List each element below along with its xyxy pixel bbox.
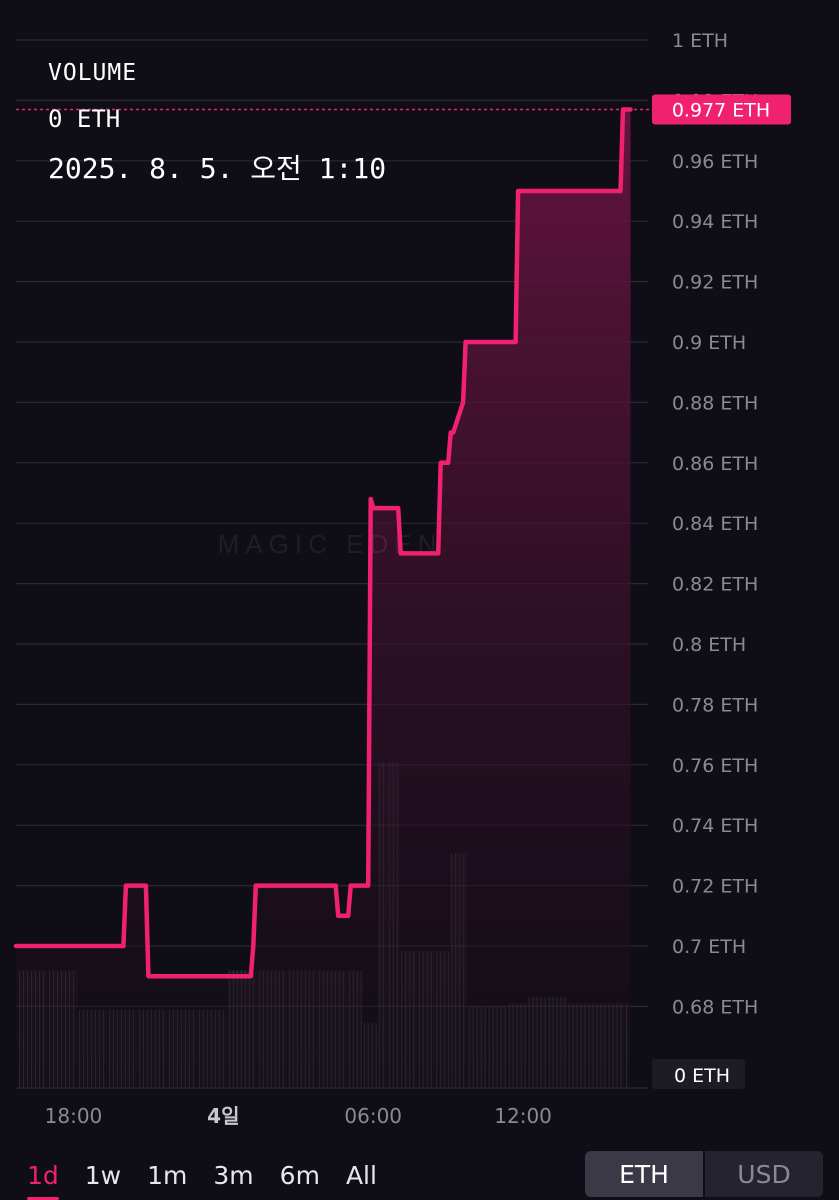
volume-axis-label: 0 ETH [674, 1065, 730, 1087]
currency-eth-button[interactable]: ETH [585, 1151, 703, 1197]
current-price-badge: 0.977 ETH [652, 94, 791, 125]
y-tick-label: 0.78 ETH [672, 694, 758, 716]
tooltip-label: VOLUME [48, 60, 138, 86]
x-tick-label: 06:00 [344, 1104, 402, 1128]
y-tick-label: 0.9 ETH [672, 332, 746, 354]
y-tick-label: 0.76 ETH [672, 755, 758, 777]
timeframe-6m[interactable]: 6m [279, 1161, 320, 1190]
tooltip-date: 2025. 8. 5. 오전 1:10 [48, 152, 387, 185]
y-tick-label: 0.86 ETH [672, 453, 758, 475]
y-tick-label: 0.72 ETH [672, 876, 758, 898]
tooltip-value: 0 ETH [48, 105, 121, 133]
y-tick-label: 0.74 ETH [672, 815, 758, 837]
x-tick-label: 18:00 [45, 1104, 103, 1128]
price-area-fill [16, 109, 631, 1088]
timeframe-1m[interactable]: 1m [147, 1161, 188, 1190]
y-tick-label: 0.96 ETH [672, 151, 758, 173]
y-tick-label: 0.94 ETH [672, 211, 758, 233]
floor-price-line [13, 107, 633, 979]
timeframe-all[interactable]: All [345, 1161, 377, 1190]
y-tick-label: 0.82 ETH [672, 574, 758, 596]
x-axis: 18:00 4일 06:00 12:00 [45, 1104, 552, 1128]
y-tick-label: 0.84 ETH [672, 513, 758, 535]
y-tick-label: 0.68 ETH [672, 996, 758, 1018]
y-tick-label: 0.92 ETH [672, 272, 758, 294]
timeframe-selector: 1d 1w 1m 3m 6m All [27, 1156, 403, 1200]
hover-tooltip: VOLUME 0 ETH 2025. 8. 5. 오전 1:10 [48, 58, 386, 188]
timeframe-1d[interactable]: 1d [27, 1158, 59, 1200]
y-tick-label: 0.88 ETH [672, 392, 758, 414]
currency-usd-button[interactable]: USD [703, 1151, 823, 1197]
current-price-label: 0.977 ETH [672, 99, 770, 121]
x-tick-label: 4일 [207, 1104, 239, 1128]
timeframe-3m[interactable]: 3m [213, 1161, 254, 1190]
y-tick-label: 1 ETH [672, 30, 728, 52]
timeframe-1w[interactable]: 1w [84, 1161, 122, 1190]
y-tick-label: 0.8 ETH [672, 634, 746, 656]
x-tick-label: 12:00 [494, 1104, 552, 1128]
currency-toggle: ETH USD [585, 1151, 823, 1197]
y-tick-label: 0.7 ETH [672, 936, 746, 958]
volume-axis-badge: 0 ETH [652, 1059, 745, 1089]
